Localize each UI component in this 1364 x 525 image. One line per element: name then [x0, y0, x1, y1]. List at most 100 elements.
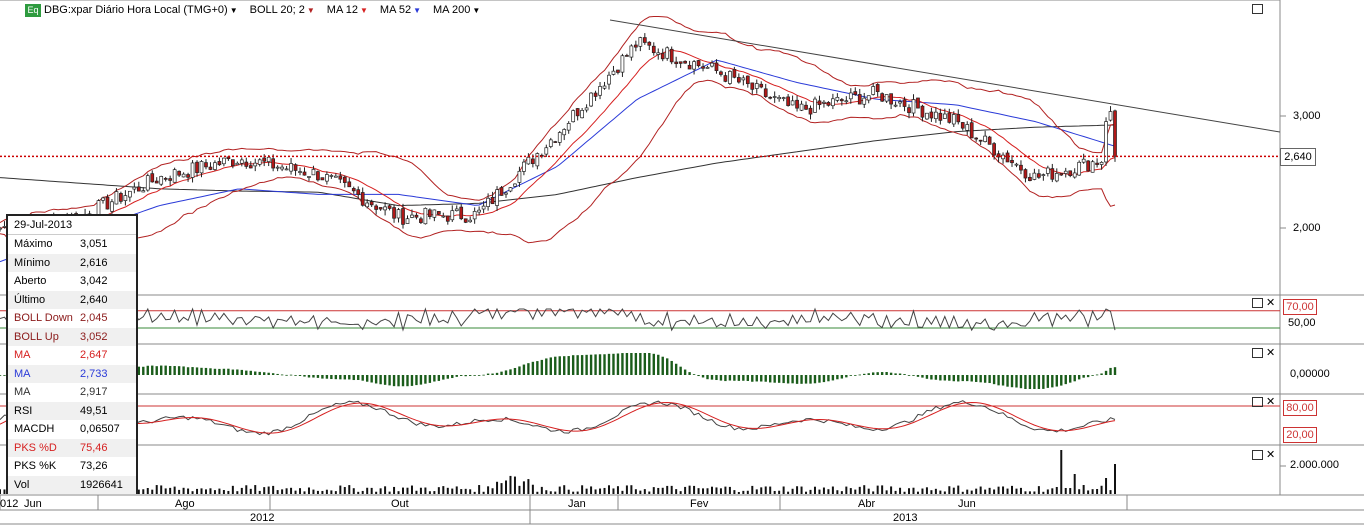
macd-bar: [983, 375, 987, 383]
macd-bar: [518, 366, 521, 375]
candle-body: [996, 153, 1001, 158]
macd-bar: [925, 375, 929, 379]
macd-bar: [621, 353, 624, 375]
chevron-down-icon: ▼: [229, 5, 238, 15]
maximize-icon: [1252, 397, 1263, 408]
candle-body: [136, 186, 141, 192]
volume-bar: [464, 488, 467, 494]
macd-bar: [271, 373, 275, 375]
volume-bar: [160, 485, 163, 494]
candle-body: [213, 162, 217, 170]
macd-panel-controls[interactable]: ✕: [1252, 347, 1276, 359]
macd-bar: [871, 372, 875, 375]
volume-bar: [581, 485, 584, 494]
macd-bar: [845, 375, 848, 378]
macd-bar: [567, 356, 570, 375]
indicator-boll[interactable]: BOLL 20; 2 ▼: [250, 4, 315, 16]
candle-body: [642, 37, 647, 43]
volume-bar: [178, 489, 181, 494]
macd-bar: [795, 375, 799, 384]
macd-bar: [504, 370, 508, 375]
macd-panel: [0, 353, 1117, 389]
macd-bar: [988, 375, 991, 384]
volume-bar: [657, 487, 660, 494]
volume-bar: [3, 489, 6, 494]
volume-bar: [970, 490, 973, 494]
macd-bar: [589, 354, 593, 375]
ma200-line: [0, 124, 1116, 207]
volume-bar: [357, 491, 360, 494]
close-icon[interactable]: ✕: [1266, 396, 1276, 408]
macd-bar: [1015, 375, 1018, 388]
close-icon[interactable]: ✕: [1266, 347, 1276, 359]
candle-body: [853, 91, 858, 95]
pks-panel-controls[interactable]: ✕: [1252, 396, 1276, 408]
candle-body: [831, 98, 835, 107]
volume-bar: [213, 490, 216, 494]
volume-bar: [773, 490, 776, 494]
rsi-panel-controls[interactable]: ✕: [1252, 297, 1276, 309]
macd-bar: [710, 375, 714, 380]
candle-body: [360, 192, 365, 206]
candle-body: [535, 153, 540, 167]
candle-body: [835, 96, 840, 101]
candle-body: [329, 175, 334, 177]
indicator-ma52[interactable]: MA 52 ▼: [380, 4, 421, 16]
macd-bar: [670, 360, 673, 375]
symbol-selector[interactable]: DBG:xpar Diário Hora Local (TMG+0) ▼: [44, 4, 238, 16]
candle-body: [638, 37, 643, 47]
macd-bar: [146, 365, 149, 375]
volume-bar: [558, 486, 561, 494]
info-label: Aberto: [14, 275, 47, 287]
rsi-level-50: 50,00: [1288, 317, 1316, 329]
eq-badge[interactable]: Eq: [25, 4, 41, 17]
volume-bar: [1091, 489, 1094, 494]
candle-body: [293, 164, 298, 171]
info-label: Máximo: [14, 238, 53, 250]
macd-bar: [213, 368, 217, 375]
info-label: Vol: [14, 478, 30, 491]
volume-bar: [948, 486, 951, 494]
macd-bar: [813, 375, 817, 384]
candle-body: [410, 214, 414, 218]
macd-bar: [186, 367, 190, 375]
macd-bar: [540, 359, 544, 375]
macd-bar: [939, 375, 942, 381]
volume-bar: [670, 485, 673, 494]
macd-bar: [348, 375, 351, 380]
macd-bar: [952, 375, 955, 382]
volume-bar: [800, 486, 803, 494]
volume-panel-controls[interactable]: ✕: [1252, 449, 1276, 461]
candle-body: [728, 71, 732, 84]
indicator-ma12[interactable]: MA 12 ▼: [327, 4, 368, 16]
macd-bar: [3, 375, 6, 376]
volume-bar: [1073, 474, 1076, 494]
volume-bar: [916, 491, 919, 494]
candle-body: [463, 218, 468, 223]
info-rows: Máximo 3,051 Mínimo 2,616 Aberto 3,042 Último 2…: [8, 235, 136, 494]
volume-bar: [688, 485, 691, 494]
volume-bar: [921, 488, 924, 494]
info-label: MA: [14, 349, 31, 361]
macd-bar: [858, 374, 861, 376]
candle-body: [956, 113, 961, 123]
info-value: 0,06507: [80, 423, 120, 435]
maximize-price-panel[interactable]: [1252, 4, 1266, 15]
macd-bar: [836, 375, 839, 380]
volume-bar: [849, 488, 852, 494]
macd-bar: [598, 354, 602, 375]
macd-bar: [1064, 375, 1067, 385]
indicator-ma200[interactable]: MA 200 ▼: [433, 4, 480, 16]
info-value: 2,917: [80, 386, 108, 398]
macd-bar: [724, 375, 727, 382]
macd-bar: [415, 375, 418, 386]
close-icon[interactable]: ✕: [1266, 449, 1276, 461]
candle-body: [1037, 173, 1041, 178]
volume-bar: [1006, 488, 1009, 494]
volume-bar: [545, 490, 548, 494]
volume-bar: [227, 490, 230, 494]
candle-body: [1077, 161, 1082, 176]
close-icon[interactable]: ✕: [1266, 297, 1276, 309]
candle-body: [517, 170, 522, 183]
month-label: Out: [391, 498, 409, 510]
